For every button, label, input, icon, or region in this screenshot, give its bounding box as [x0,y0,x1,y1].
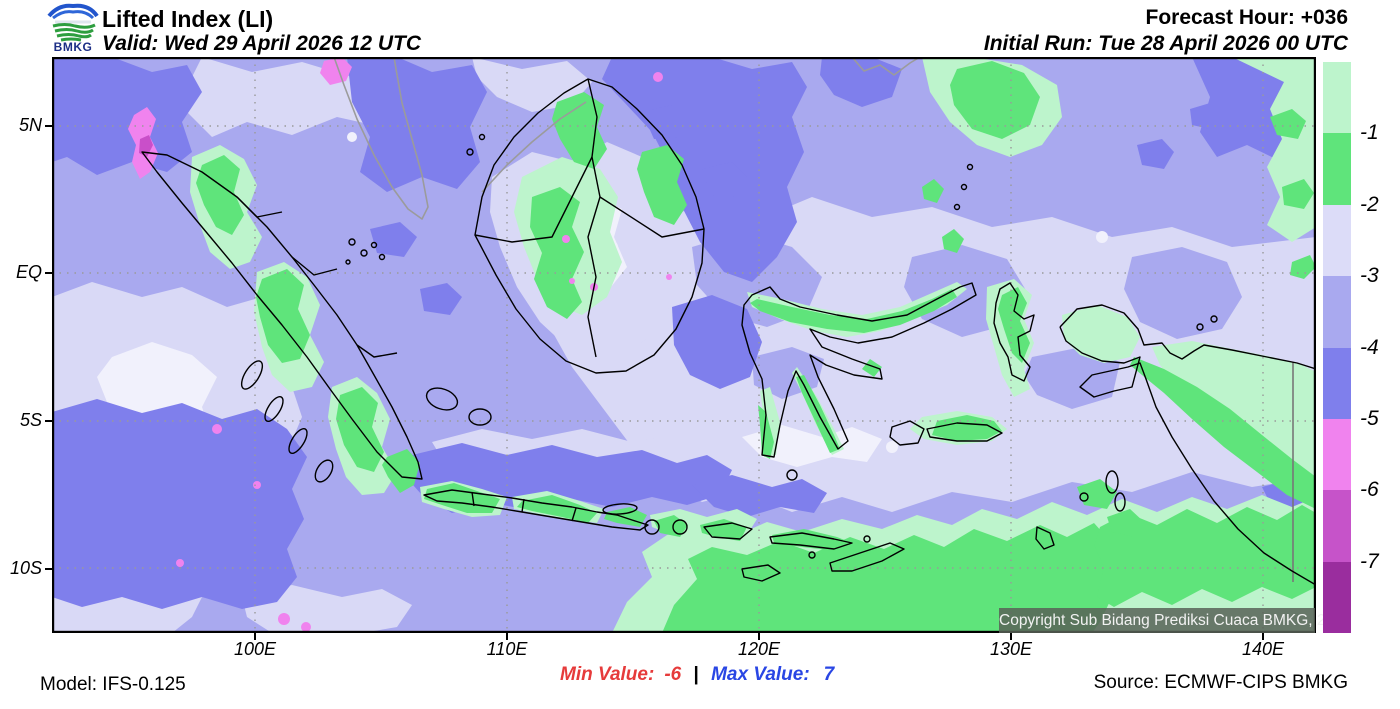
lon-tick [254,633,256,640]
legend-segment-3 [1323,276,1351,348]
minmax-separator: | [693,664,699,685]
valid-time-label: Valid: Wed 29 April 2026 12 UTC [102,32,421,55]
contour-fill-layer [52,57,1316,633]
legend-tick--3: -3 [1360,264,1379,288]
forecast-hour-label: Forecast Hour: +036 [1145,6,1349,29]
map-frame [52,57,1316,633]
lon-label-120E: 120E [737,639,781,659]
legend-segment-1 [1323,133,1351,205]
max-value: 7 [823,664,835,685]
lat-label-10S: 10S [9,558,42,578]
lon-label-100E: 100E [233,639,277,659]
legend-segment-6 [1323,490,1351,562]
foreign-coastlines [333,57,1294,582]
lat-label-5N: 5N [18,115,42,135]
model-label: Model: IFS-0.125 [40,674,186,695]
lat-label-5S: 5S [19,410,42,430]
legend-segment-0 [1323,62,1351,134]
legend-tick--7: -7 [1360,549,1379,573]
lat-label-EQ: EQ [15,262,42,282]
lon-tick [1262,633,1264,640]
page-title: Lifted Index (LI) [102,6,274,32]
li-contour-map [52,57,1316,633]
lat-tick [45,272,52,274]
copyright-strip: Copyright Sub Bidang Prediksi Cuaca BMKG… [999,608,1351,633]
bmkg-logo [47,3,99,42]
legend-segment-4 [1323,347,1351,419]
legend-tick--6: -6 [1360,478,1379,502]
lat-tick [45,568,52,570]
lon-label-110E: 110E [486,639,528,659]
legend-colorbar [1323,62,1351,633]
lon-tick [1010,633,1012,640]
lon-label-130E: 130E [989,639,1033,659]
legend-segment-5 [1323,418,1351,491]
lat-tick [45,125,52,127]
lon-label-140E: 140E [1241,639,1285,659]
gridlines [52,57,1316,633]
lon-tick [506,633,508,640]
legend-tick--4: -4 [1360,335,1379,359]
source-label: Source: ECMWF-CIPS BMKG [1093,672,1348,693]
lat-tick [45,420,52,422]
legend-tick--5: -5 [1360,406,1379,430]
legend-segment-7 [1323,561,1351,633]
legend-segment-2 [1323,204,1351,277]
min-value-label: Min Value: [560,664,655,685]
bmkg-logo-label: BMKG [53,40,93,54]
lon-tick [758,633,760,640]
max-value-label: Max Value: [711,664,810,685]
legend-tick--2: -2 [1360,192,1379,216]
min-value: -6 [664,664,682,685]
legend-tick--1: -1 [1360,121,1379,145]
initial-run-label: Initial Run: Tue 28 April 2026 00 UTC [983,32,1348,55]
coastlines [141,78,1316,586]
minmax-line: Min Value: -6 | Max Value: 7 [560,664,834,686]
